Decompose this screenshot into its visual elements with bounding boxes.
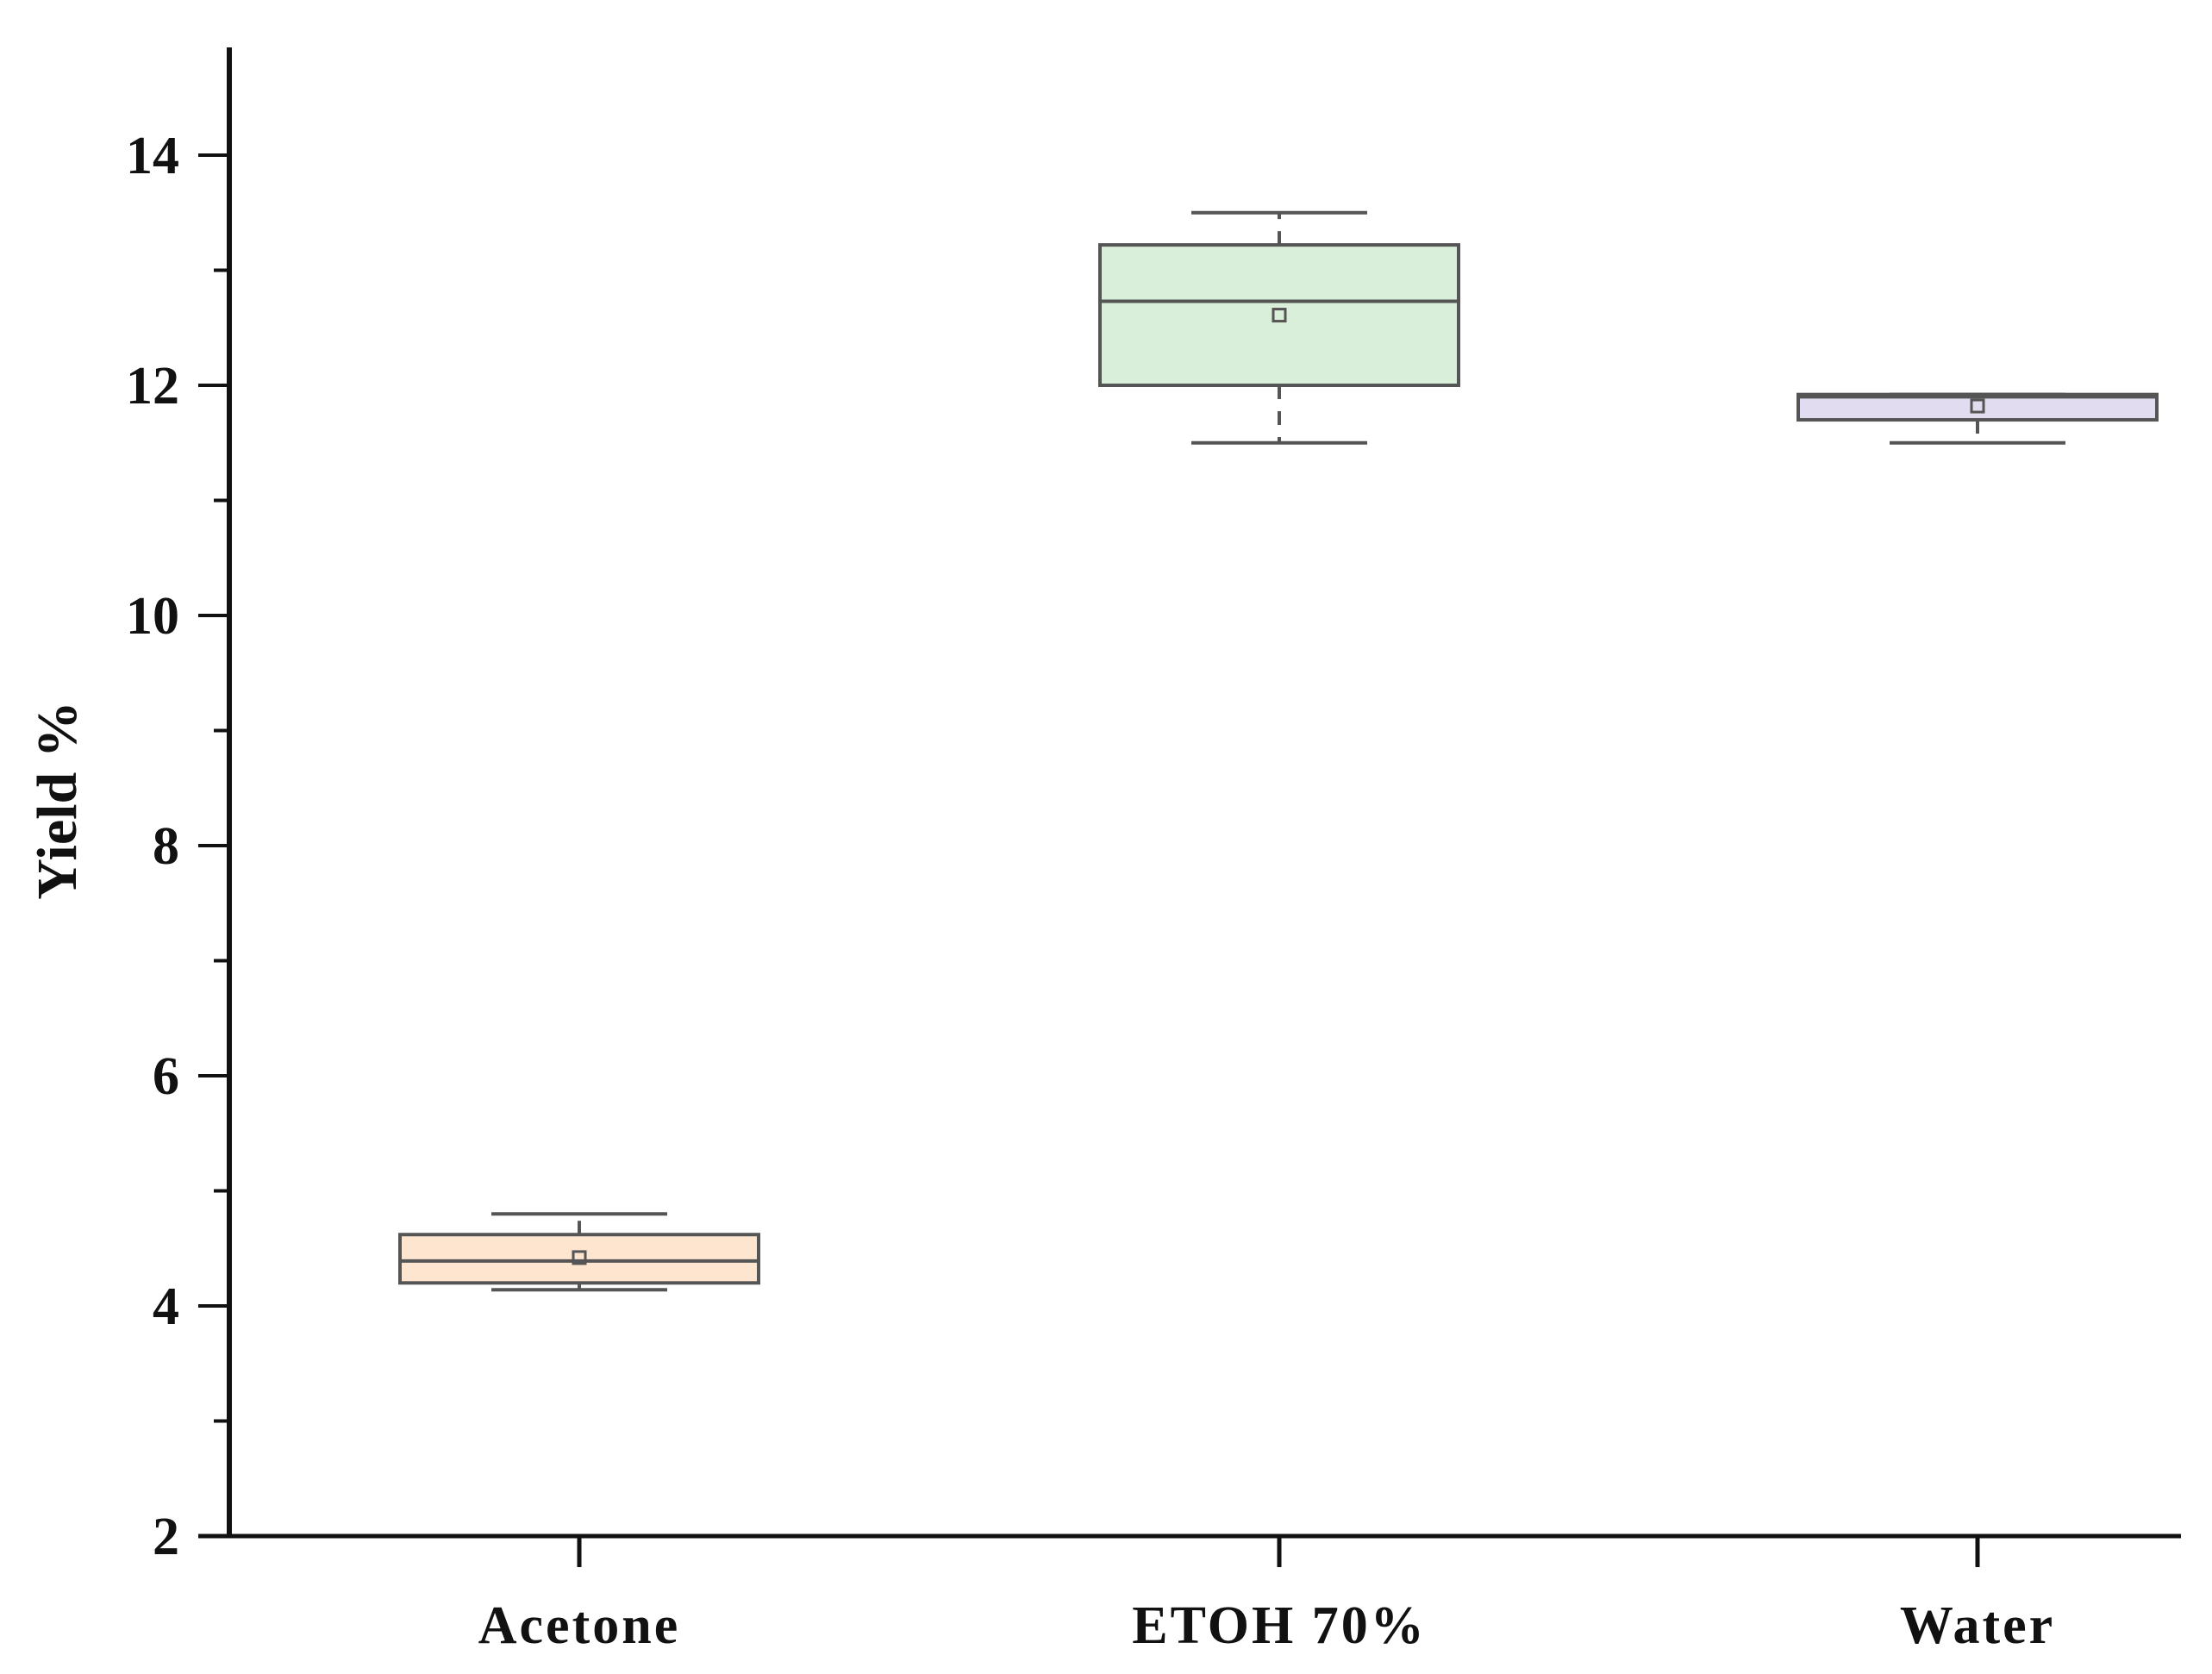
y-tick-label: 2 (153, 1508, 179, 1566)
box-acetone (398, 1212, 760, 1292)
y-tick-label: 4 (153, 1277, 179, 1336)
y-tick-label: 10 (126, 587, 179, 646)
box-iqr (398, 1233, 760, 1285)
box-etoh-70- (1098, 210, 1460, 445)
mean-marker (572, 1250, 587, 1265)
y-tick-label: 12 (126, 357, 179, 415)
y-tick-label: 8 (153, 817, 179, 876)
box-iqr (1098, 243, 1460, 387)
y-tick-label: 6 (153, 1047, 179, 1106)
boxes-layer (398, 210, 2159, 1292)
mean-marker (1272, 308, 1287, 323)
box-water (1796, 392, 2159, 445)
y-tick-label: 14 (126, 127, 179, 185)
axes-layer: 2 4 6 8 10 12 14 Acetone ETOH 70% Water (126, 47, 2181, 1655)
x-tick-label: ETOH 70% (1132, 1596, 1427, 1655)
y-axis-title: Yield % (26, 701, 89, 899)
x-tick-label: Water (1900, 1596, 2055, 1655)
mean-marker (1970, 398, 1985, 414)
x-tick-label: Acetone (478, 1596, 680, 1655)
